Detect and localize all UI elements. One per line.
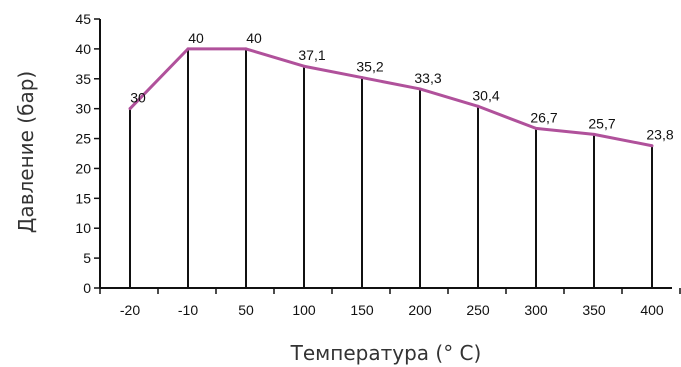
data-point bbox=[244, 47, 248, 51]
data-point bbox=[302, 64, 306, 68]
data-point bbox=[360, 76, 364, 80]
data-point bbox=[128, 107, 132, 111]
y-tick-label: 30 bbox=[75, 101, 91, 117]
x-tick-label: -10 bbox=[178, 302, 198, 318]
y-axis-title: Давление (бар) bbox=[14, 71, 38, 233]
x-tick-label: 350 bbox=[582, 302, 606, 318]
value-labels: 30 40 40 37,1 35,2 33,3 30,4 26,7 25,7 23,8 bbox=[130, 30, 674, 143]
y-tick-label: 45 bbox=[75, 11, 91, 27]
x-tick-label: 200 bbox=[408, 302, 432, 318]
x-tick-label: 250 bbox=[466, 302, 490, 318]
y-tick-label: 25 bbox=[75, 131, 91, 147]
data-point bbox=[534, 126, 538, 130]
axes bbox=[99, 19, 672, 289]
x-tick-label: 100 bbox=[292, 302, 316, 318]
data-label: 30,4 bbox=[472, 87, 499, 103]
y-tick-label: 0 bbox=[83, 280, 91, 296]
y-ticks: 0 5 10 15 20 25 30 35 40 45 bbox=[75, 11, 100, 296]
data-label: 25,7 bbox=[588, 115, 615, 131]
y-tick-label: 5 bbox=[83, 250, 91, 266]
data-label: 26,7 bbox=[530, 109, 557, 125]
data-point bbox=[186, 47, 190, 51]
data-label: 37,1 bbox=[298, 47, 325, 63]
data-point bbox=[650, 144, 654, 148]
data-label: 30 bbox=[130, 90, 146, 106]
x-tick-label: 50 bbox=[238, 302, 254, 318]
x-tick-label: 300 bbox=[524, 302, 548, 318]
x-tick-label: 400 bbox=[640, 302, 664, 318]
y-tick-label: 35 bbox=[75, 71, 91, 87]
y-tick-label: 40 bbox=[75, 41, 91, 57]
x-axis-title: Температура (° C) bbox=[290, 341, 482, 365]
series-line-pressure bbox=[128, 47, 653, 148]
x-ticks: -20 -10 50 100 150 200 250 300 350 400 bbox=[99, 288, 681, 318]
data-label: 33,3 bbox=[414, 70, 441, 86]
drop-lines bbox=[129, 48, 653, 288]
data-point bbox=[476, 104, 480, 108]
data-point bbox=[592, 132, 596, 136]
y-tick-label: 15 bbox=[75, 190, 91, 206]
y-tick-label: 10 bbox=[75, 220, 91, 236]
series-group bbox=[128, 47, 654, 148]
data-label: 35,2 bbox=[356, 59, 383, 75]
data-point bbox=[418, 87, 422, 91]
data-label: 40 bbox=[246, 30, 262, 46]
x-tick-label: 150 bbox=[350, 302, 374, 318]
x-tick-label: -20 bbox=[120, 302, 140, 318]
data-label: 23,8 bbox=[646, 127, 673, 143]
data-label: 40 bbox=[188, 30, 204, 46]
y-tick-label: 20 bbox=[75, 160, 91, 176]
